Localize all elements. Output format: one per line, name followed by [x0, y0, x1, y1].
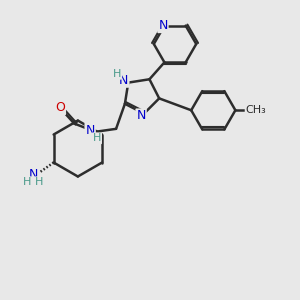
Text: N: N — [28, 168, 38, 181]
Text: CH₃: CH₃ — [246, 105, 266, 115]
Text: N: N — [136, 110, 146, 122]
Text: N: N — [119, 74, 128, 87]
Text: H: H — [113, 69, 121, 79]
Text: N: N — [85, 124, 95, 136]
Text: H: H — [35, 177, 43, 187]
Text: N: N — [158, 19, 168, 32]
Text: O: O — [55, 101, 65, 114]
Text: H: H — [93, 133, 101, 143]
Polygon shape — [73, 121, 78, 125]
Text: H: H — [23, 177, 31, 187]
